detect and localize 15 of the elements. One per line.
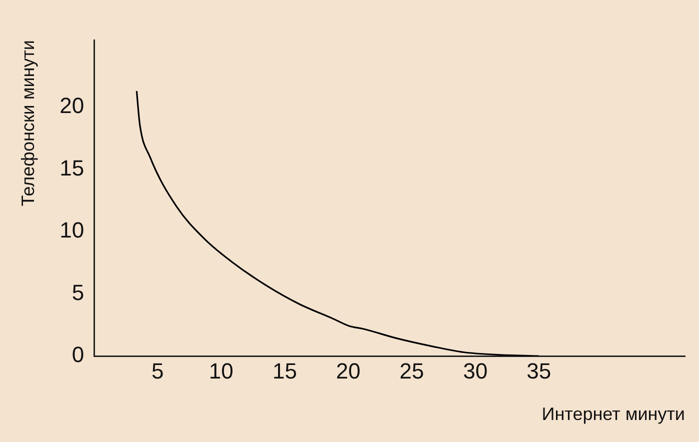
y-tick-label: 15	[60, 155, 84, 180]
x-tick-label: 30	[463, 358, 488, 384]
x-axis-title: Интернет минути	[542, 404, 685, 424]
y-axis-title: Телефонски минути	[18, 40, 38, 206]
x-tick-label: 35	[526, 358, 552, 384]
y-tick-label: 0	[72, 342, 84, 368]
y-tick-label: 5	[72, 280, 84, 305]
x-tick-label: 15	[272, 358, 297, 384]
x-tick-label: 5	[151, 358, 164, 384]
y-tick-label: 20	[60, 93, 84, 118]
x-tick-label: 10	[208, 358, 234, 384]
x-tick-label: 20	[336, 358, 360, 384]
x-tick-label: 25	[400, 358, 424, 384]
y-tick-label: 10	[60, 218, 84, 243]
line-series	[136, 90, 540, 356]
